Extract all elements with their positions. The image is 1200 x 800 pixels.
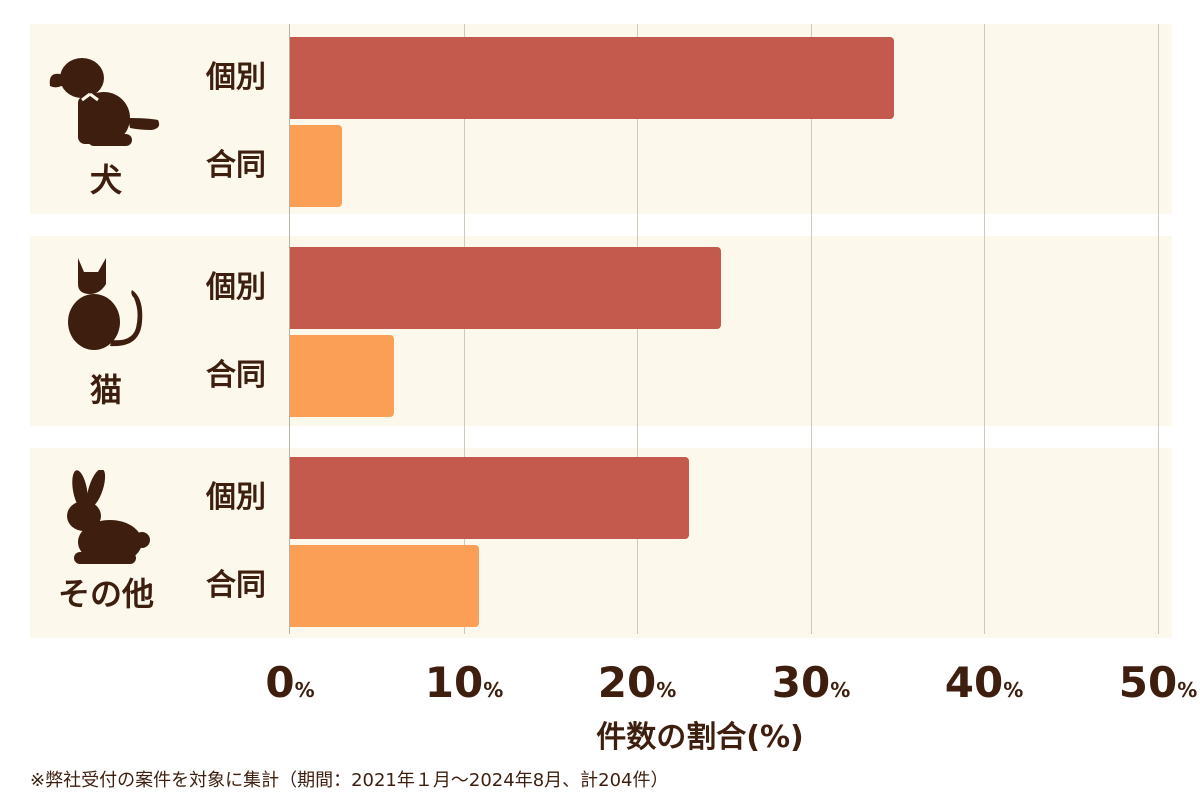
- x-tick-unit: %: [294, 678, 315, 702]
- gridline-50: [1158, 24, 1159, 634]
- bar-dog-godo: [290, 125, 343, 207]
- bar-label-other-kobetsu: 個別: [206, 480, 266, 515]
- dog-icon: [49, 58, 160, 146]
- footnote: ※弊社受付の案件を対象に集計（期間：2021年１月～2024年8月、計204件）: [30, 770, 669, 791]
- bar-dog-kobetsu: [290, 37, 895, 119]
- x-tick-unit: %: [1003, 678, 1024, 702]
- x-tick-label-50: 50%: [1098, 658, 1200, 717]
- x-tick-label-40: 40%: [924, 658, 1044, 717]
- category-label-cat: 猫: [89, 371, 122, 409]
- gridline-40: [984, 24, 985, 634]
- rabbit-icon: [67, 470, 150, 564]
- x-axis-title: 件数の割合(%): [596, 720, 804, 755]
- x-tick-number: 40: [944, 658, 1004, 707]
- x-tick-number: 30: [771, 658, 831, 707]
- bar-label-other-godo: 合同: [206, 568, 266, 603]
- x-tick-label-20: 20%: [577, 658, 697, 717]
- x-tick-number: 20: [597, 658, 657, 707]
- category-label-dog: 犬: [89, 161, 122, 199]
- x-tick-label-0: 0%: [230, 658, 350, 717]
- cat-icon: [68, 258, 143, 350]
- x-tick-unit: %: [830, 678, 851, 702]
- x-tick-unit: %: [656, 678, 677, 702]
- y-axis-line: [289, 24, 290, 634]
- gridline-20: [637, 24, 638, 634]
- bar-label-dog-kobetsu: 個別: [206, 60, 266, 95]
- x-tick-label-30: 30%: [751, 658, 871, 717]
- bar-other-kobetsu: [290, 457, 690, 539]
- bar-label-cat-godo: 合同: [206, 358, 266, 393]
- bar-cat-kobetsu: [290, 247, 721, 329]
- category-label-other: その他: [57, 575, 154, 613]
- x-tick-number: 0: [265, 658, 295, 707]
- bar-other-godo: [290, 545, 480, 627]
- bar-label-dog-godo: 合同: [206, 148, 266, 183]
- x-tick-number: 50: [1118, 658, 1178, 707]
- x-tick-label-10: 10%: [404, 658, 524, 717]
- bar-label-cat-kobetsu: 個別: [206, 270, 266, 305]
- x-tick-unit: %: [483, 678, 504, 702]
- gridline-30: [811, 24, 812, 634]
- x-tick-unit: %: [1177, 678, 1198, 702]
- x-tick-number: 10: [424, 658, 484, 707]
- gridline-10: [464, 24, 465, 634]
- bar-cat-godo: [290, 335, 395, 417]
